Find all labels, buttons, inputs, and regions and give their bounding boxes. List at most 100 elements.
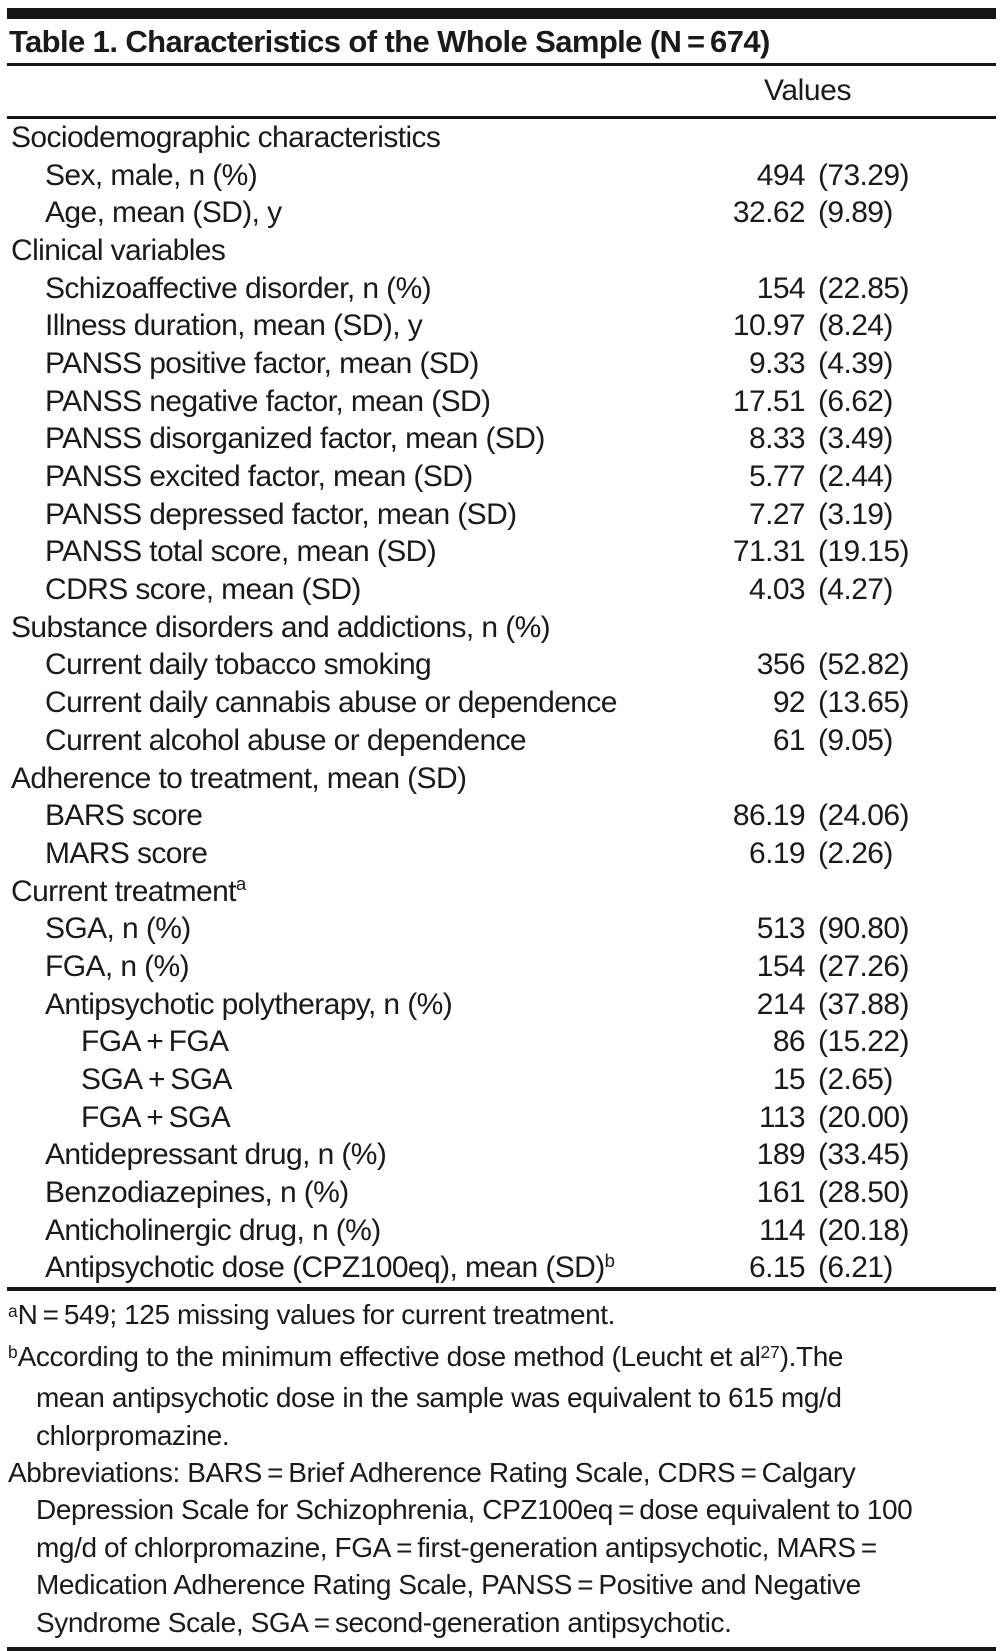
table-row: PANSS negative factor, mean (SD) 17.51 (… [7,383,996,421]
row-value-n: 513 [756,912,806,946]
footnote: aN = 549; 125 missing values for current… [8,1299,616,1331]
table-row: Anticholinergic drug, n (%) 114 (20.18) [7,1212,996,1250]
row-label: FGA, n (%) [45,949,190,983]
table-row: Antipsychotic polytherapy, n (%) 214 (37… [7,986,996,1024]
row-label: Substance disorders and addictions, n (%… [11,610,551,644]
row-label: Current daily cannabis abuse or dependen… [45,686,617,720]
row-value-n: 214 [756,987,806,1021]
row-label: Benzodiazepines, n (%) [45,1176,349,1210]
row-label: SGA, n (%) [45,912,191,946]
row-value-percent: (2.44) [818,460,893,494]
row-value-percent: (15.22) [818,1025,909,1059]
table-row: PANSS excited factor, mean (SD) 5.77 (2.… [7,458,996,496]
values-column-header: Values [763,74,852,107]
table-row: Benzodiazepines, n (%) 161 (28.50) [7,1174,996,1212]
row-value-percent: (20.18) [818,1213,909,1247]
row-label: Schizoaffective disorder, n (%) [45,271,432,305]
row-value-n: 92 [772,686,806,720]
table-row: MARS score 6.19 (2.26) [7,835,996,873]
row-value-percent: (22.85) [818,271,909,305]
row-value-n: 4.03 [749,573,806,607]
row-value-percent: (4.39) [818,346,893,380]
row-value-percent: (4.27) [818,573,893,607]
table-row: Current daily tobacco smoking 356 (52.82… [7,647,996,685]
row-value-percent: (73.29) [818,158,909,192]
row-value-n: 494 [756,158,806,192]
row-label: Antipsychotic dose (CPZ100eq), mean (SD)… [45,1250,615,1285]
table-row: Age, mean (SD), y 32.62 (9.89) [7,194,996,232]
row-value-percent: (28.50) [818,1176,909,1210]
footnote-marker-sup: a [235,873,247,895]
row-value-percent: (13.65) [818,686,909,720]
row-value-percent: (6.21) [818,1251,893,1285]
row-value-percent: (2.65) [818,1063,893,1097]
table-row: Antipsychotic dose (CPZ100eq), mean (SD)… [7,1250,996,1288]
table-row: SGA + SGA 15 (2.65) [7,1061,996,1099]
row-value-percent: (24.06) [818,799,909,833]
row-label: Age, mean (SD), y [45,196,282,230]
footnote: bAccording to the minimum effective dose… [8,1340,844,1451]
row-label: Antipsychotic polytherapy, n (%) [45,987,453,1021]
row-value-n: 154 [756,949,806,983]
table-row: FGA + FGA 86 (15.22) [7,1024,996,1062]
table-row: Current treatmenta [7,873,996,911]
row-label: Illness duration, mean (SD), y [45,309,423,343]
row-label: PANSS positive factor, mean (SD) [45,346,479,380]
rule-above-footnotes [7,1287,996,1292]
row-label: CDRS score, mean (SD) [45,573,361,607]
row-value-percent: (6.62) [818,384,893,418]
row-value-percent: (9.05) [818,723,893,757]
row-value-n: 161 [756,1176,806,1210]
row-label: PANSS excited factor, mean (SD) [45,460,473,494]
row-label: FGA + SGA [81,1100,231,1134]
row-value-percent: (27.26) [818,949,909,983]
footnote-marker-sup: b [604,1250,615,1272]
table-row: PANSS depressed factor, mean (SD) 7.27 (… [7,496,996,534]
rule-under-header [7,116,996,119]
row-value-n: 10.97 [732,309,806,343]
row-value-n: 86 [772,1025,806,1059]
row-label: BARS score [45,799,203,833]
row-value-n: 15 [772,1063,806,1097]
row-value-percent: (19.15) [818,535,909,569]
table-row: PANSS total score, mean (SD) 71.31 (19.1… [7,534,996,572]
row-label: MARS score [45,836,208,870]
table-row: PANSS positive factor, mean (SD) 9.33 (4… [7,345,996,383]
row-value-n: 8.33 [749,422,806,456]
table-bottom-rule [7,1646,996,1651]
row-label: Sociodemographic characteristics [11,120,441,154]
row-label: Antidepressant drug, n (%) [45,1138,387,1172]
column-header-row: Values [7,66,996,116]
row-value-percent: (3.49) [818,422,893,456]
row-label: Current daily tobacco smoking [45,648,432,682]
table-row: BARS score 86.19 (24.06) [7,797,996,835]
row-value-n: 6.15 [749,1251,806,1285]
row-value-percent: (2.26) [818,836,893,870]
table-row: Sociodemographic characteristics [7,119,996,157]
row-value-percent: (90.80) [818,912,909,946]
table-row: SGA, n (%) 513 (90.80) [7,910,996,948]
row-label: Clinical variables [11,233,226,267]
footnote-marker-sup: a [8,1300,18,1321]
row-value-percent: (52.82) [818,648,909,682]
table-row: Current alcohol abuse or dependence 61 (… [7,722,996,760]
row-value-n: 356 [756,648,806,682]
row-label: Current alcohol abuse or dependence [45,723,527,757]
footnote: Abbreviations: BARS = Brief Adherence Ra… [8,1456,913,1638]
row-value-n: 32.62 [732,196,806,230]
table-title: Table 1. Characteristics of the Whole Sa… [9,24,770,59]
row-label: Current treatmenta [11,873,247,908]
row-value-n: 189 [756,1138,806,1172]
row-value-percent: (33.45) [818,1138,909,1172]
row-value-percent: (9.89) [818,196,893,230]
row-label: Sex, male, n (%) [45,158,258,192]
row-value-n: 7.27 [749,497,806,531]
table-row: Schizoaffective disorder, n (%) 154 (22.… [7,270,996,308]
row-value-n: 5.77 [749,460,806,494]
footnote-marker-sup: b [8,1341,18,1362]
row-value-percent: (3.19) [818,497,893,531]
row-value-percent: (37.88) [818,987,909,1021]
table-row: Illness duration, mean (SD), y 10.97 (8.… [7,307,996,345]
table-row: Current daily cannabis abuse or dependen… [7,684,996,722]
